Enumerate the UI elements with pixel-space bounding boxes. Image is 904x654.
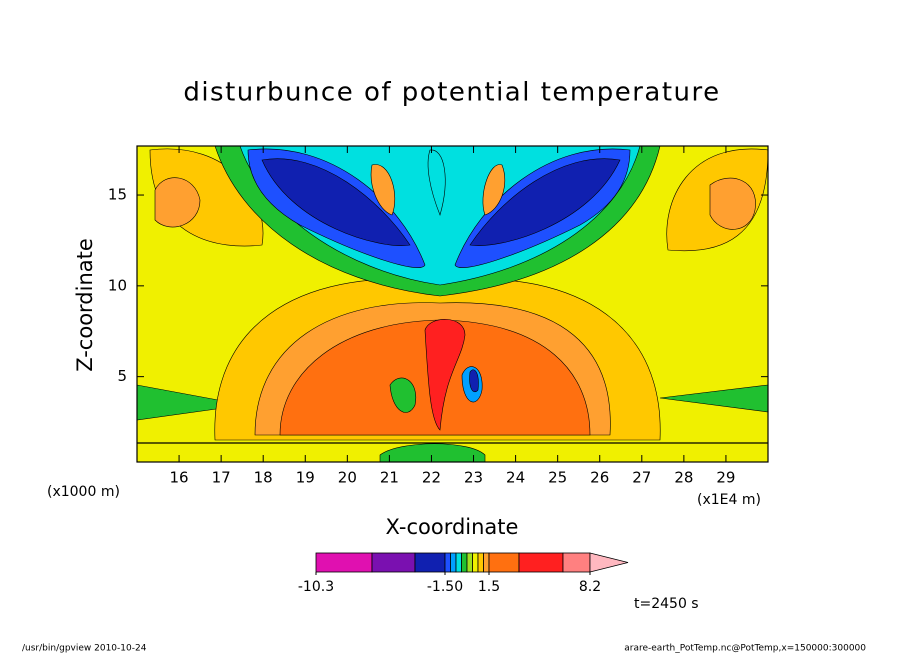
y-tick-label: 15 xyxy=(108,186,127,204)
colorbar-box xyxy=(472,552,479,573)
colorbar-tick-label: -10.3 xyxy=(298,579,334,595)
contour-fill xyxy=(370,164,396,216)
y-axis-label: Z-coordinate xyxy=(73,238,97,372)
colorbar-box xyxy=(477,552,484,573)
x-tick-label: 23 xyxy=(464,469,483,487)
colorbar-box xyxy=(461,552,468,573)
colorbar-box xyxy=(444,552,451,573)
colorbar-box xyxy=(450,552,457,573)
contour-fill xyxy=(469,158,621,246)
x-unit-label: (x1E4 m) xyxy=(697,492,761,508)
colorbar-box xyxy=(414,552,446,573)
x-axis-label: X-coordinate xyxy=(386,515,519,539)
contour-fill xyxy=(469,369,479,393)
x-tick-label: 17 xyxy=(212,469,231,487)
x-tick-label: 27 xyxy=(632,469,651,487)
y-unit-label: (x1000 m) xyxy=(47,484,120,500)
x-tick-label: 20 xyxy=(338,469,357,487)
x-tick-label: 16 xyxy=(170,469,189,487)
annotation: t=2450 s xyxy=(634,596,699,612)
x-tick-label: 28 xyxy=(674,469,693,487)
contour-fill xyxy=(154,177,201,228)
footer-left: /usr/bin/gpview 2010-10-24 xyxy=(22,644,147,654)
contour-fill xyxy=(709,177,756,230)
colorbar-tick-label: 8.2 xyxy=(579,579,601,595)
y-tick-label: 5 xyxy=(117,367,127,385)
footer-right: arare-earth_PotTemp.nc@PotTemp,x=150000:… xyxy=(624,644,866,654)
x-tick-label: 25 xyxy=(548,469,567,487)
x-tick-label: 26 xyxy=(590,469,609,487)
x-tick-label: 22 xyxy=(422,469,441,487)
contour-fill xyxy=(482,164,506,216)
colorbar-box xyxy=(315,552,373,573)
colorbar-box xyxy=(455,552,462,573)
colorbar-box xyxy=(518,552,564,573)
contour-fill xyxy=(389,377,417,413)
x-tick-label: 29 xyxy=(716,469,735,487)
y-tick-label: 10 xyxy=(108,276,127,294)
contour-fill xyxy=(379,443,486,463)
contour-fill xyxy=(261,158,411,246)
colorbar-box xyxy=(562,552,591,573)
chart-title: disturbunce of potential temperature xyxy=(183,78,720,108)
x-tick-label: 21 xyxy=(380,469,399,487)
x-tick-label: 19 xyxy=(296,469,315,487)
contour-fill xyxy=(427,149,446,216)
colorbar-extension xyxy=(589,552,629,573)
x-tick-label: 24 xyxy=(506,469,525,487)
plot-frame xyxy=(136,145,769,463)
colorbar-box xyxy=(466,552,473,573)
colorbar-box xyxy=(483,552,490,573)
x-tick-label: 18 xyxy=(254,469,273,487)
contour-fill xyxy=(424,319,466,431)
colorbar-box xyxy=(488,552,520,573)
colorbar-box xyxy=(371,552,416,573)
colorbar-tick-label: -1.50 xyxy=(427,579,463,595)
colorbar-tick-label: 1.5 xyxy=(478,579,500,595)
